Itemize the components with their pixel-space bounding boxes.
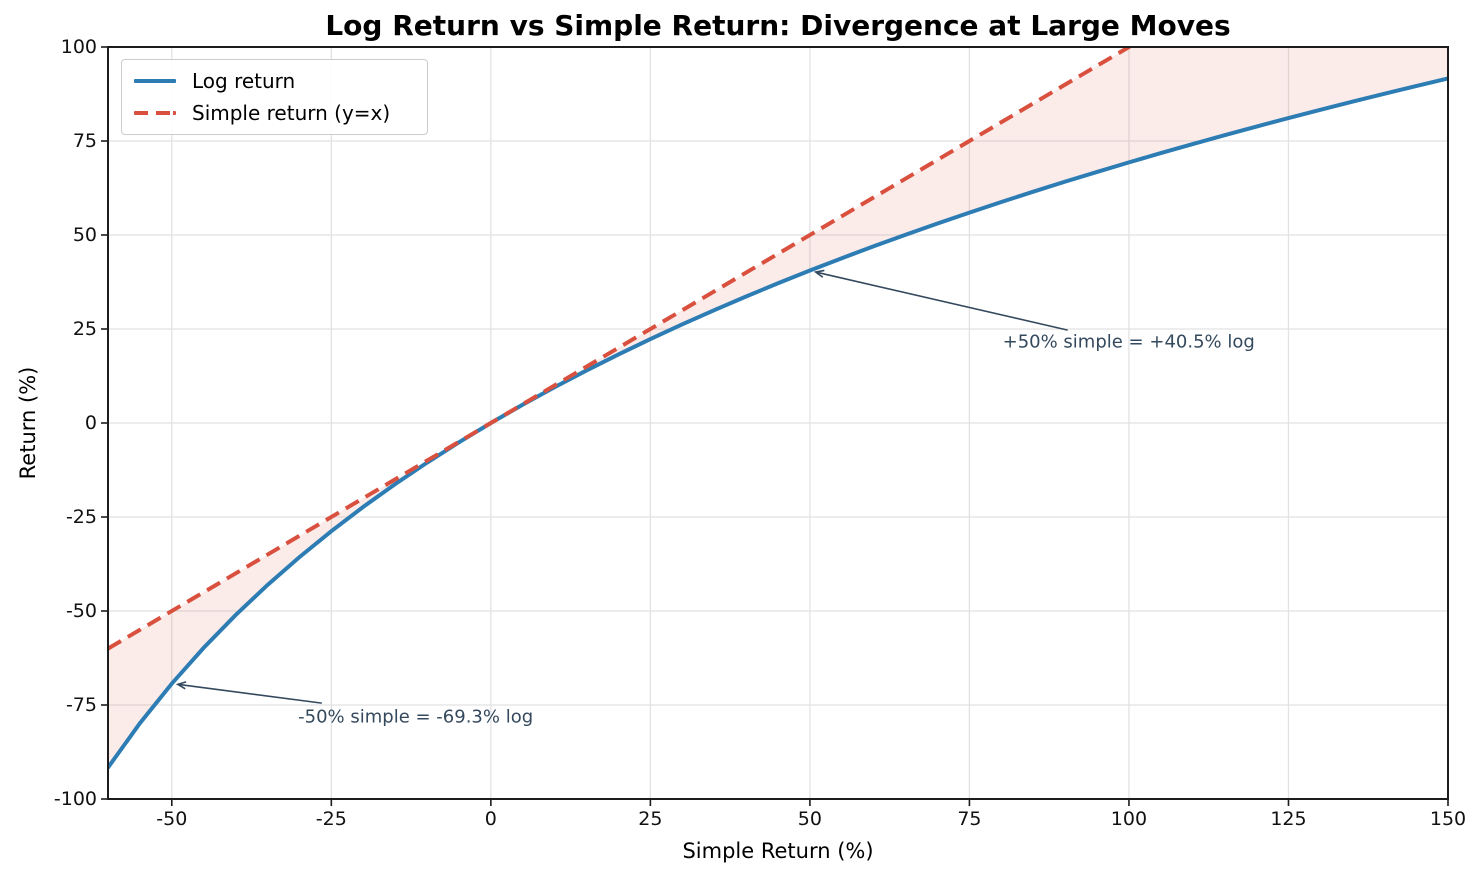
x-tick-label: -50 (156, 808, 188, 830)
y-tick-label: -25 (65, 506, 97, 528)
y-tick-label: 0 (84, 412, 97, 434)
x-tick-label: 150 (1429, 808, 1467, 830)
y-tick-label: -50 (65, 600, 97, 622)
y-tick-label: -75 (65, 694, 97, 716)
x-tick-label: 0 (484, 808, 497, 830)
y-tick-label: 75 (72, 130, 97, 152)
y-tick-label: 100 (60, 36, 97, 58)
simple-return-line-swatch (134, 111, 176, 115)
y-axis-label: Return (%) (16, 366, 40, 480)
x-tick-label: 100 (1110, 808, 1148, 830)
legend-label: Log return (192, 69, 296, 93)
annotation-plus50: +50% simple = +40.5% log (1002, 331, 1255, 353)
y-tick-label: 50 (72, 224, 97, 246)
grid (108, 46, 1449, 800)
x-tick-label: 25 (638, 808, 663, 830)
x-tick-label: 50 (797, 808, 822, 830)
y-tick-label: 25 (72, 318, 97, 340)
legend-label: Simple return (y=x) (192, 101, 391, 125)
legend-item-log-return: Log return (134, 69, 415, 93)
log-return-line (108, 76, 1448, 770)
annotation-arrow (813, 269, 1068, 331)
x-tick-label: -25 (315, 808, 347, 830)
x-tick-label: 125 (1270, 808, 1307, 830)
legend: Log return Simple return (y=x) (121, 59, 428, 135)
y-tick-label: -100 (53, 788, 97, 810)
annotation-arrow (175, 681, 322, 704)
tick-marks (101, 46, 1449, 806)
x-tick-label: 75 (957, 808, 982, 830)
simple-return-line (108, 47, 1133, 651)
annotation-minus50: -50% simple = -69.3% log (298, 706, 534, 728)
legend-item-simple-return: Simple return (y=x) (134, 101, 415, 125)
chart-title: Log Return vs Simple Return: Divergence … (325, 9, 1231, 42)
x-axis-label: Simple Return (%) (682, 839, 874, 863)
log-return-line-swatch (134, 79, 176, 83)
